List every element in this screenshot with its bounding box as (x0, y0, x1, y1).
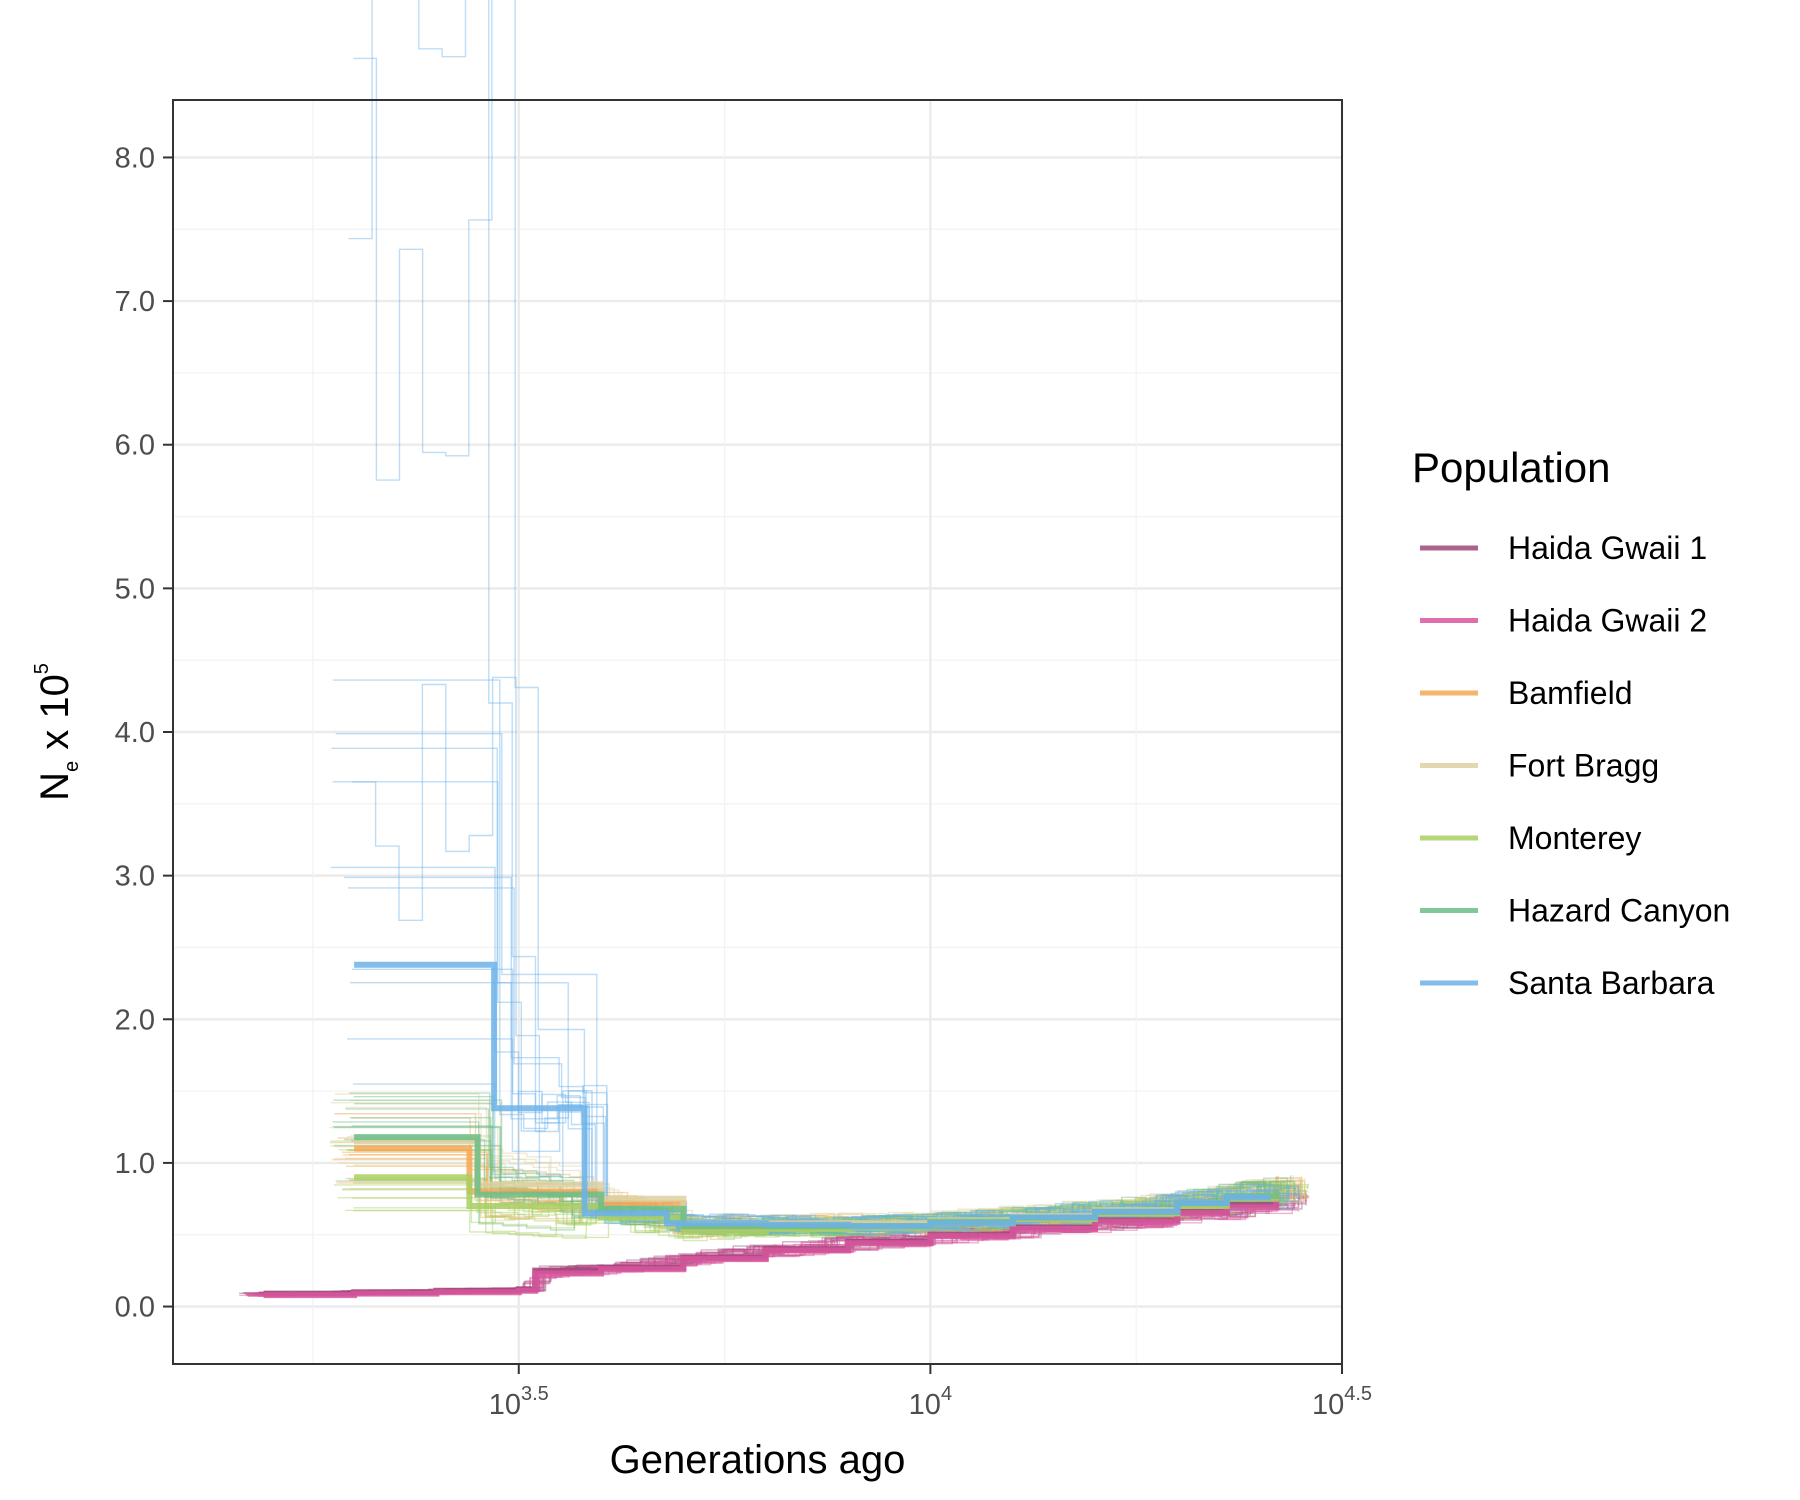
y-tick-label: 8.0 (115, 142, 155, 174)
legend-label: Santa Barbara (1508, 965, 1715, 1001)
y-tick-label: 3.0 (115, 861, 155, 893)
y-axis-title-base: N (33, 772, 77, 801)
series-line-haida-gwaii-2 (263, 1200, 1280, 1299)
y-axis-title-subscript: e (61, 761, 83, 772)
legend-label: Haida Gwaii 2 (1508, 603, 1707, 639)
y-tick-label: 6.0 (115, 430, 155, 462)
replicate-line-fort-bragg (349, 1099, 1282, 1232)
y-axis: 0.0 1.0 2.0 3.0 4.0 5.0 6.0 7.0 8.0 (115, 142, 173, 1324)
replicate-line-fort-bragg (334, 1146, 1297, 1234)
y-axis-title: Ne x 105 (31, 663, 83, 801)
replicate-line-santa-barbara (331, 747, 1279, 1235)
y-tick-label: 4.0 (115, 717, 155, 749)
legend-item: Hazard Canyon (1420, 893, 1730, 929)
legend-item: Haida Gwaii 2 (1420, 603, 1707, 639)
x-tick-label: 103.5 (489, 1383, 549, 1421)
series-line-santa-barbara (354, 961, 1271, 1230)
replicate-line-santa-barbara (352, 1083, 1299, 1234)
x-tick-label: 104 (909, 1383, 952, 1421)
legend-label: Hazard Canyon (1508, 893, 1730, 929)
series-lines (263, 961, 1280, 1299)
replicate-line-monterey (347, 1149, 1309, 1242)
y-tick-label: 7.0 (115, 286, 155, 318)
x-axis-title: Generations ago (610, 1438, 906, 1482)
x-axis: 103.5 104 104.5 (489, 1364, 1372, 1421)
x-tick-label: 104.5 (1312, 1383, 1372, 1421)
y-axis-title-superscript: 5 (31, 663, 53, 674)
legend-label: Bamfield (1508, 675, 1633, 711)
y-tick-label: 0.0 (115, 1292, 155, 1324)
y-tick-label: 1.0 (115, 1148, 155, 1180)
legend: Population Haida Gwaii 1 Haida Gwaii 2 Bam… (1412, 444, 1730, 1001)
legend-label: Haida Gwaii 1 (1508, 530, 1707, 566)
legend-item: Monterey (1420, 820, 1641, 856)
legend-item: Fort Bragg (1420, 748, 1659, 784)
legend-label: Fort Bragg (1508, 748, 1659, 784)
legend-label: Monterey (1508, 820, 1641, 856)
legend-item: Bamfield (1420, 675, 1633, 711)
legend-title: Population (1412, 444, 1611, 491)
legend-item: Santa Barbara (1420, 965, 1715, 1001)
legend-item: Haida Gwaii 1 (1420, 530, 1707, 566)
y-tick-label: 2.0 (115, 1004, 155, 1036)
y-tick-label: 5.0 (115, 573, 155, 605)
y-axis-title-mid: x 10 (33, 674, 77, 761)
